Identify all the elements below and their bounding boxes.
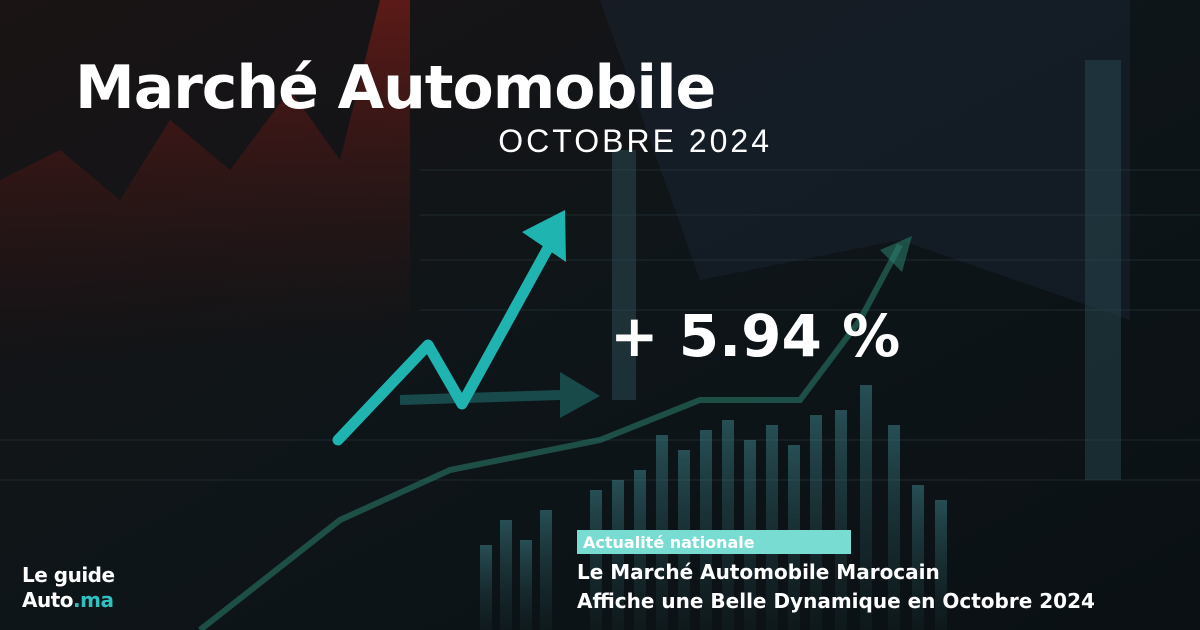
article-tag: Actualité nationale <box>583 533 755 552</box>
logo: Auto.ma <box>22 588 113 612</box>
subtitle: OCTOBRE 2024 <box>498 123 772 159</box>
logo-suffix: .ma <box>73 588 113 612</box>
headline: Affiche une Belle Dynamique en Octobre 2… <box>577 589 1095 613</box>
logo: Le guide <box>22 563 115 587</box>
highlight: + 5.94 % <box>610 302 900 370</box>
headline: Le Marché Automobile Marocain <box>577 560 940 584</box>
logo-brand: Auto <box>22 588 73 612</box>
title: Marché Automobile <box>75 53 715 123</box>
